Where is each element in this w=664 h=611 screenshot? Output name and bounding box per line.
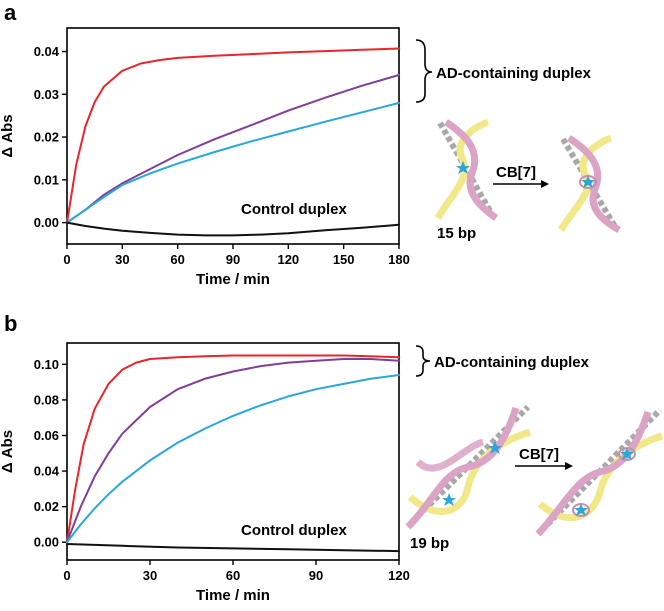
series-line-4 <box>66 543 400 553</box>
panel-letter-a: a <box>4 0 17 25</box>
dna-duplex-icon <box>405 404 532 530</box>
x-tick-label: 60 <box>170 252 184 267</box>
x-axis-label: Time / min <box>196 587 270 604</box>
panel-b: b 0.00 0.02 0.04 0.06 0.08 0.10 0 30 60 90 120 Time… <box>0 311 664 604</box>
plot-b: 0.00 0.02 0.04 0.06 0.08 0.10 0 30 60 90 120 Time /… <box>0 342 410 604</box>
plot-frame <box>66 27 400 245</box>
panel-letter-b: b <box>4 311 17 336</box>
y-tick-label: 0.00 <box>34 535 59 550</box>
x-tick-label: 0 <box>63 252 70 267</box>
dna-duplex-icon <box>434 118 499 221</box>
size-label-a: 15 bp <box>437 225 476 242</box>
bracket-label-a: AD-containing duplex <box>436 65 592 82</box>
series-line-4 <box>66 221 400 237</box>
y-tick-label: 0.02 <box>34 130 59 145</box>
bracket-label-b: AD-containing duplex <box>434 354 590 371</box>
bracket-a <box>415 39 433 103</box>
reaction-label-a: CB[7] <box>496 164 536 181</box>
y-tick-label: 0.04 <box>34 44 60 59</box>
x-tick-label: 120 <box>388 568 410 583</box>
dna-duplex-cb7-icon <box>535 407 664 537</box>
star-marker-icon <box>488 441 502 454</box>
y-tick-label: 0.03 <box>34 87 59 102</box>
series-line-1 <box>66 354 400 544</box>
y-tick-label: 0.04 <box>34 464 60 479</box>
y-tick-label: 0.06 <box>34 428 59 443</box>
x-tick-label: 180 <box>388 252 410 267</box>
x-tick-label: 30 <box>115 252 129 267</box>
y-axis-label: Δ Abs <box>0 114 16 157</box>
x-tick-label: 120 <box>277 252 299 267</box>
y-tick-label: 0.02 <box>34 499 59 514</box>
x-tick-label: 60 <box>226 568 240 583</box>
dna-duplex-cb7-icon <box>557 134 621 234</box>
size-label-b: 19 bp <box>410 535 449 552</box>
plot-a: 0.00 0.01 0.02 0.03 0.04 0 30 60 90 120 150 180 Time… <box>0 27 410 288</box>
panel-a: a 0.00 0.01 0.02 0.03 0.04 0 30 60 90 120 150 180 Ti… <box>0 0 621 288</box>
y-tick-label: 0.01 <box>34 172 59 187</box>
x-axis-label: Time / min <box>196 271 270 288</box>
series-line-2 <box>66 74 400 224</box>
control-label-a: Control duplex <box>241 201 347 218</box>
x-tick-label: 0 <box>63 568 70 583</box>
y-axis-label: Δ Abs <box>0 430 16 473</box>
series-line-3 <box>66 101 400 224</box>
reaction-label-b: CB[7] <box>519 446 559 463</box>
series-line-2 <box>66 358 400 544</box>
x-tick-label: 150 <box>333 252 355 267</box>
control-label-b: Control duplex <box>241 522 347 539</box>
dna-illustration-b: CB[7] 19 bp <box>405 404 664 552</box>
y-tick-label: 0.10 <box>34 357 59 372</box>
series-line-3 <box>66 374 400 544</box>
y-tick-label: 0.00 <box>34 215 59 230</box>
series-line-1 <box>66 47 400 224</box>
dna-illustration-a: CB[7] 15 bp <box>434 118 621 242</box>
bracket-b <box>415 345 431 377</box>
star-marker-icon <box>456 161 470 174</box>
x-tick-label: 30 <box>143 568 157 583</box>
y-tick-label: 0.08 <box>34 392 59 407</box>
x-tick-label: 90 <box>226 252 240 267</box>
x-tick-label: 90 <box>309 568 323 583</box>
